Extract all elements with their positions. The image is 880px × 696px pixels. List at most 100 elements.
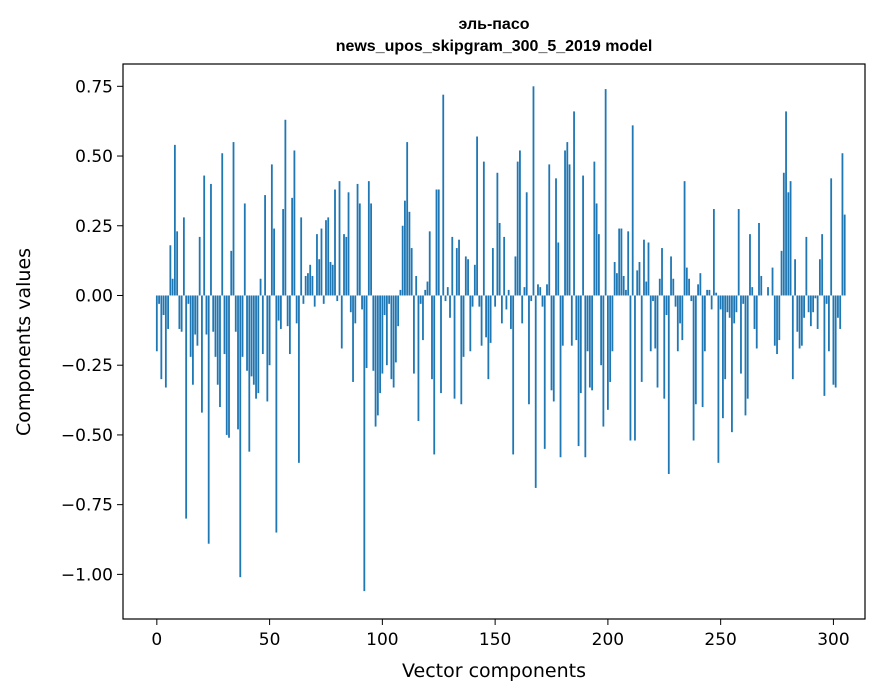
y-axis-label: Components values <box>13 248 35 436</box>
bar-187 <box>577 295 580 447</box>
bar-208 <box>625 289 627 296</box>
bar-68 <box>309 264 312 296</box>
bar-3 <box>162 295 165 315</box>
bar-241 <box>699 273 702 296</box>
bar-116 <box>417 295 420 421</box>
bar-153 <box>500 295 503 324</box>
y-tick-label-0: 0.75 <box>75 77 113 97</box>
bar-181 <box>564 150 566 296</box>
bar-82 <box>340 295 343 349</box>
bar-48 <box>264 195 266 296</box>
bar-122 <box>431 295 433 380</box>
bar-25 <box>212 295 215 332</box>
bar-143 <box>478 295 481 307</box>
bar-176 <box>552 295 555 402</box>
bar-277 <box>780 250 783 296</box>
bar-246 <box>710 295 713 310</box>
bar-169 <box>537 284 539 296</box>
bar-0 <box>155 295 158 352</box>
bar-161 <box>519 150 521 296</box>
bar-200 <box>606 295 609 410</box>
bar-266 <box>755 295 758 349</box>
bar-33 <box>230 250 233 296</box>
bar-217 <box>645 281 648 296</box>
bar-262 <box>746 295 749 399</box>
bar-35 <box>234 295 237 332</box>
bar-297 <box>825 295 828 304</box>
bar-73 <box>320 228 323 296</box>
bar-199 <box>604 89 607 296</box>
bar-288 <box>805 236 808 296</box>
bar-210 <box>629 295 632 441</box>
bar-180 <box>561 295 564 346</box>
bar-119 <box>424 289 427 296</box>
bar-14 <box>187 295 190 304</box>
x-tick-label-150: 150 <box>479 630 511 650</box>
bar-289 <box>807 295 810 313</box>
bar-44 <box>255 295 257 399</box>
axes-spines <box>122 63 866 620</box>
bar-302 <box>837 295 839 318</box>
bar-179 <box>559 295 562 458</box>
bar-84 <box>345 236 348 296</box>
bar-203 <box>613 262 616 296</box>
bar-211 <box>631 125 634 296</box>
bar-5 <box>167 295 169 329</box>
bar-291 <box>812 295 815 313</box>
bar-32 <box>228 295 230 438</box>
bar-58 <box>286 295 289 327</box>
bar-4 <box>164 295 167 388</box>
bar-129 <box>446 287 449 296</box>
bar-101 <box>383 295 386 315</box>
bar-232 <box>679 295 681 324</box>
bar-87 <box>352 295 354 382</box>
bar-292 <box>814 295 817 299</box>
bar-18 <box>196 295 199 346</box>
bar-109 <box>401 225 404 296</box>
bar-113 <box>410 248 413 296</box>
bar-137 <box>464 256 467 296</box>
bar-164 <box>525 192 528 296</box>
bar-140 <box>471 295 474 307</box>
bar-206 <box>620 228 623 296</box>
bar-273 <box>771 267 774 296</box>
bar-65 <box>302 295 305 304</box>
bar-223 <box>658 278 661 296</box>
bar-155 <box>505 295 508 310</box>
bar-285 <box>798 295 801 349</box>
bar-72 <box>318 259 321 296</box>
bar-15 <box>189 295 192 357</box>
bar-139 <box>469 295 472 352</box>
bar-276 <box>778 295 781 341</box>
bar-267 <box>758 222 760 296</box>
bar-30 <box>223 295 226 355</box>
bar-23 <box>207 295 210 544</box>
bar-63 <box>298 295 300 463</box>
bar-150 <box>494 295 497 307</box>
bar-17 <box>194 295 197 335</box>
bar-41 <box>248 295 251 452</box>
bar-303 <box>839 295 842 329</box>
bar-214 <box>638 262 641 296</box>
bar-98 <box>376 295 379 416</box>
bar-225 <box>663 295 666 399</box>
bar-234 <box>683 181 686 296</box>
bar-34 <box>232 142 235 296</box>
bar-233 <box>681 295 684 341</box>
bar-149 <box>491 248 494 296</box>
bar-50 <box>268 295 271 366</box>
bar-274 <box>773 295 776 346</box>
bar-256 <box>733 295 736 324</box>
y-tick-label-4: −0.25 <box>61 356 113 376</box>
bar-235 <box>685 267 688 296</box>
x-axis: 0 50 100 150 200 250 300 <box>151 619 850 650</box>
y-tick-label-7: −1.00 <box>61 565 113 585</box>
bar-114 <box>413 295 415 374</box>
bar-167 <box>532 86 535 296</box>
y-tick-label-5: −0.50 <box>61 426 113 446</box>
bar-56 <box>282 209 285 296</box>
bar-127 <box>442 94 445 296</box>
bar-197 <box>600 295 603 366</box>
bar-121 <box>428 231 431 296</box>
